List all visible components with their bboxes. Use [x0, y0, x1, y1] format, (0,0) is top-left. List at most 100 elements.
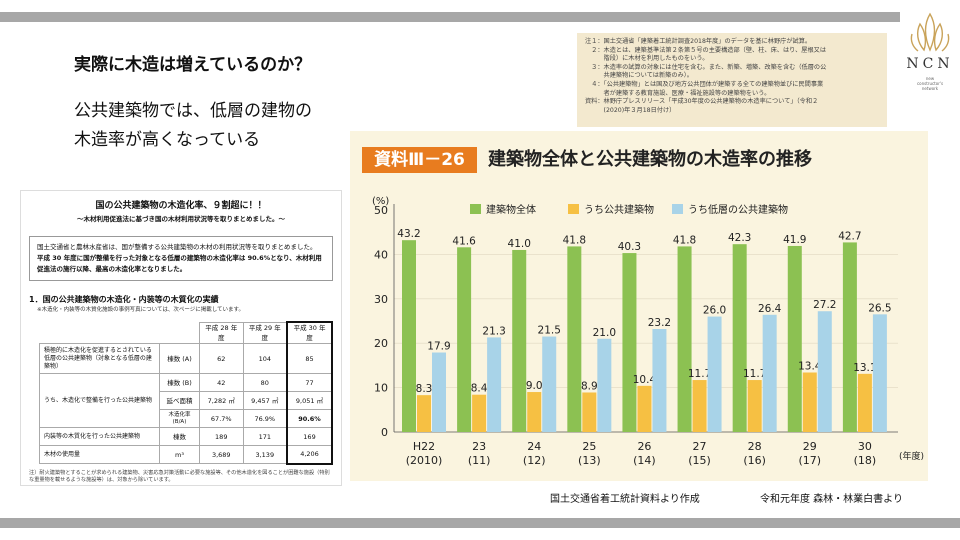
- bar-lowrise: [432, 352, 446, 432]
- wood-ratio-chart: 資料Ⅲ－26 建築物全体と公共建築物の木造率の推移 建築物全体 うち公共建築物 うち…: [350, 131, 928, 481]
- table-cell: 171: [242, 427, 288, 446]
- doc-stats-table: 平成 28 年度 平成 29 年度 平成 30 年度 積極的に木造化を促進すると…: [39, 321, 333, 465]
- bar-total: [842, 242, 857, 432]
- data-label: 11.7: [743, 368, 766, 380]
- table-cell: 9,051 ㎡: [286, 391, 333, 410]
- data-label: 27.2: [813, 299, 836, 311]
- note-line: 資料：林野庁プレスリリース「平成30年度の公共建築物の木造率について」（令和２: [585, 98, 819, 106]
- data-label: 21.5: [538, 325, 561, 337]
- data-label: 42.7: [838, 230, 861, 242]
- bar-public: [637, 385, 652, 432]
- data-label: 26.5: [868, 302, 891, 314]
- table-cell: 3,689: [199, 445, 244, 464]
- y-axis-unit: (%): [372, 196, 389, 207]
- table-cell: 67.7%: [199, 409, 244, 428]
- x-tick-sublabel: (16): [743, 454, 766, 467]
- y-tick-label: 30: [374, 293, 388, 306]
- slide-lead-text: 公共建築物では、低層の建物の木造率が高くなっている: [74, 101, 312, 150]
- data-label: 13.4: [798, 361, 822, 373]
- y-tick-label: 20: [374, 337, 388, 350]
- bar-public: [802, 372, 817, 432]
- bar-lowrise: [487, 337, 502, 432]
- x-tick-label: H22: [413, 440, 435, 453]
- x-tick-label: 25: [582, 440, 596, 453]
- note-line: 者が建築する教育施設、医療・福祉施設等の建築物をいう。: [585, 89, 771, 97]
- table-row: 木材の使用量 m³ 3,689 3,139 4,206: [39, 445, 333, 465]
- bar-lowrise: [542, 336, 557, 432]
- slide-title: 実際に木造は増えているのか？: [74, 55, 312, 75]
- data-label: 8.3: [416, 383, 433, 395]
- doc-summary-1: 国土交通省と農林水産省は、国が整備する公共建築物の木材の利用状況等を取りまとめま…: [37, 243, 317, 251]
- x-tick-label: 26: [637, 440, 651, 453]
- doc-section-note: ※木造化・内装等の木質化施設の事例写真については、次ページに掲載しています。: [37, 307, 245, 313]
- note-line: ３：木造率の試算の対象には住宅を含む。また、新築、増築、改築を含む（低層の公: [585, 63, 827, 71]
- bar-public: [747, 380, 762, 432]
- table-cell: 77: [286, 373, 333, 392]
- doc-summary-box: 国土交通省と農林水産省は、国が整備する公共建築物の木材の利用状況等を取りまとめま…: [29, 236, 333, 281]
- note-line: 注１：国土交通省「建築着工統計調査2018年度」のデータを基に林野庁が試算。: [585, 38, 812, 45]
- bar-lowrise: [762, 314, 777, 432]
- y-tick-label: 0: [381, 426, 388, 439]
- data-label: 10.4: [633, 374, 657, 386]
- bar-lowrise: [652, 328, 667, 432]
- bar-public: [582, 392, 597, 432]
- table-header: 平成 30 年度: [286, 321, 333, 344]
- x-tick-sublabel: (18): [854, 454, 877, 467]
- leaf-logo-icon: [910, 12, 950, 52]
- x-tick-sublabel: (11): [468, 454, 491, 467]
- table-cell: 85: [286, 343, 333, 374]
- table-cell: 169: [286, 427, 333, 446]
- note-line: 階段）に木材を利用したものをいう。: [585, 55, 709, 63]
- x-tick-label: 24: [527, 440, 541, 453]
- x-tick-sublabel: (15): [688, 454, 711, 467]
- x-tick-label: 23: [472, 440, 486, 453]
- bar-lowrise: [817, 311, 832, 432]
- table-cell: 76.9%: [242, 409, 288, 428]
- data-label: 41.8: [673, 234, 696, 246]
- table-cell: 延べ面積: [159, 391, 200, 410]
- logo-wordmark: NCN: [906, 56, 954, 72]
- doc-summary-2: 平成 30 年度に国が整備を行った対象となる低層の建築物の木造化率は 90.6%…: [37, 254, 322, 273]
- legend-swatch: [470, 204, 481, 214]
- table-row: 内装等の木質化を行った公共建築物 棟数 189 171 169: [39, 427, 333, 446]
- bar-lowrise: [872, 314, 887, 432]
- table-cell: 80: [242, 373, 288, 392]
- data-label: 42.3: [728, 232, 751, 244]
- table-cell: 42: [199, 373, 244, 392]
- ncn-logo: NCN new constructor's network: [904, 10, 956, 94]
- doc-footnote: 注）耐火建築物とすることが求められる建築物、災害応急対策活動に必要な施設等、その…: [29, 469, 330, 483]
- x-tick-sublabel: (17): [798, 454, 821, 467]
- note-line: (2020)年３月18日付け）: [585, 106, 676, 114]
- x-tick-label: 28: [748, 440, 762, 453]
- bar-public: [692, 380, 707, 432]
- bar-public: [857, 373, 872, 432]
- data-label: 41.8: [563, 234, 586, 246]
- table-cell: 9,457 ㎡: [242, 391, 288, 410]
- table-cell: 104: [242, 343, 288, 374]
- x-tick-label: 27: [693, 440, 707, 453]
- legend-label: うち低層の公共建築物: [688, 203, 788, 216]
- bottom-divider-bar: [0, 518, 960, 528]
- bar-total: [677, 246, 692, 432]
- source-note-left: 国土交通省着工統計資料より作成: [550, 494, 700, 505]
- bar-total: [402, 240, 416, 432]
- table-cell: 90.6%: [286, 409, 333, 428]
- bar-public: [417, 395, 431, 432]
- y-tick-label: 40: [374, 248, 388, 261]
- table-row-label: 内装等の木質化を行った公共建築物: [39, 427, 160, 446]
- table-header: 平成 28 年度: [199, 321, 244, 344]
- data-label: 9.0: [526, 380, 543, 392]
- table-cell: 木造化率 (B/A): [159, 409, 200, 428]
- legend-label: 建築物全体: [486, 203, 536, 216]
- bar-total: [787, 245, 802, 432]
- chart-title: 建築物全体と公共建築物の木造率の推移: [488, 149, 812, 170]
- table-cell: 7,282 ㎡: [199, 391, 244, 410]
- data-label: 8.9: [581, 380, 598, 392]
- table-row-label: うち、木造化で整備を行った公共建築物: [39, 373, 160, 428]
- bar-total: [512, 249, 527, 432]
- data-label: 41.0: [508, 238, 531, 250]
- table-header: 平成 29 年度: [242, 321, 288, 344]
- bar-total: [457, 247, 472, 432]
- x-tick-sublabel: (2010): [406, 454, 443, 467]
- table-cell: 棟数 (A): [159, 343, 200, 374]
